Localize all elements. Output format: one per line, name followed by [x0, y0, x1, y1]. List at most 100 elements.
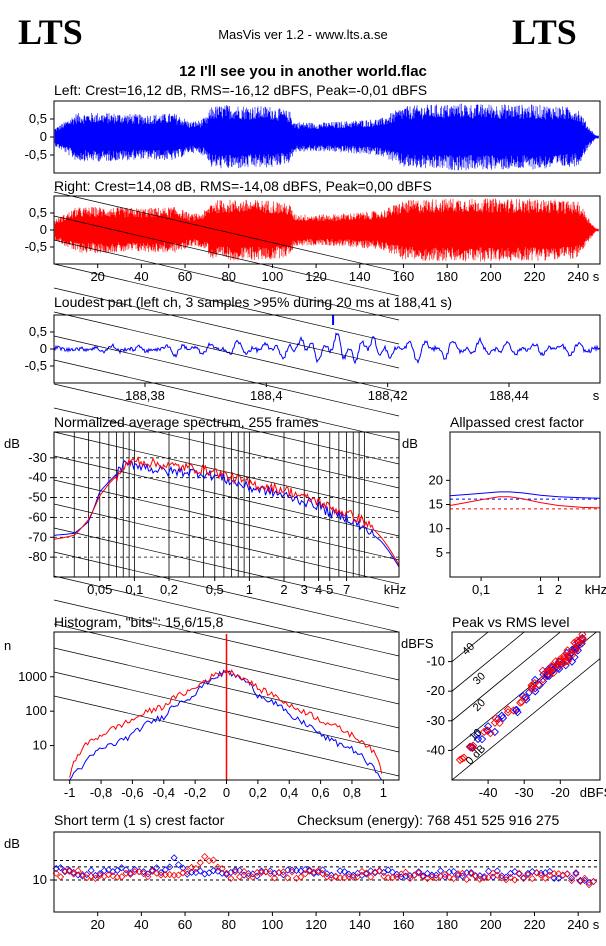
peak-rms-crest-label: 20 — [471, 697, 488, 714]
histogram-ytick-label: 10 — [33, 738, 47, 753]
short-crest-point-blue — [345, 870, 353, 878]
right-ytick-label: 0 — [40, 222, 47, 237]
right-xtick-label: 240 — [567, 269, 589, 284]
short-crest-point-blue — [96, 870, 104, 878]
peak-rms-point-red — [547, 661, 556, 671]
short-crest-point-red — [506, 873, 515, 882]
left-waveform — [54, 103, 599, 171]
spectrum-slope-line — [53, 359, 400, 441]
short-crest-xtick-label: 180 — [436, 917, 458, 932]
spectrum-xtick-label: 2 — [280, 582, 287, 597]
allpass-series-blue — [449, 491, 601, 499]
peak-rms-point-red — [538, 666, 547, 675]
short-crest-point-red — [266, 870, 274, 878]
peak-rms-xtick-label: -40 — [479, 785, 498, 800]
loudest-xtick-label: 188,42 — [368, 388, 408, 403]
allpass-series-red — [449, 496, 601, 509]
short-crest-xtick-label: 80 — [221, 917, 235, 932]
histogram-title: Histogram, "bits": 15,6/15,8 — [54, 614, 224, 630]
short-crest-point-red — [441, 870, 449, 878]
histogram-ytick-label: 100 — [25, 703, 47, 718]
short-crest-point-blue — [384, 866, 392, 874]
histogram-xtick-label: -0,8 — [90, 785, 112, 800]
peak-rms-title: Peak vs RMS level — [452, 614, 569, 630]
loudest-ytick-label: 0 — [40, 341, 47, 356]
right-title: Right: Crest=14,08 dB, RMS=-14,08 dBFS, … — [54, 178, 432, 194]
peak-rms-ylabel: dBFS — [401, 636, 434, 651]
spectrum-ytick-label: -80 — [28, 549, 47, 564]
short-crest-point-blue — [502, 873, 510, 881]
short-crest-point-blue — [148, 866, 156, 874]
short-crest-point-red — [209, 856, 217, 864]
peak-rms-point-red — [559, 653, 568, 663]
short-crest-point-blue — [266, 867, 274, 875]
version-label: MasVis ver 1.2 - www.lts.a.se — [218, 27, 388, 42]
peak-rms-point-red — [549, 668, 558, 677]
spectrum-slope-line — [53, 383, 400, 465]
right-xunit-label: s — [593, 269, 600, 284]
short-crest-point-red — [174, 871, 183, 879]
peak-rms-point-red — [567, 651, 577, 660]
allpass-ytick-label: 5 — [436, 545, 443, 560]
right-waveform — [54, 198, 599, 262]
short-crest-point-red — [297, 873, 305, 881]
short-crest-point-red — [314, 867, 322, 875]
short-crest-point-blue — [480, 873, 488, 881]
short-crest-point-blue — [305, 866, 314, 874]
spectrum-slope-line — [53, 503, 400, 585]
peak-rms-point-blue — [483, 722, 493, 731]
short-crest-xtick-label: 40 — [134, 917, 148, 932]
loudest-ytick-label: -0,5 — [25, 358, 47, 373]
spectrum-slope-line — [53, 575, 400, 657]
peak-rms-point-red — [560, 651, 569, 660]
short-crest-point-blue — [554, 874, 563, 882]
short-crest-xtick-label: 200 — [480, 917, 502, 932]
right-xtick-label: 200 — [480, 269, 502, 284]
right-ytick-label: -0,5 — [25, 239, 47, 254]
short-crest-point-red — [485, 873, 493, 881]
short-crest-point-red — [227, 874, 235, 882]
spectrum-frame — [53, 431, 400, 578]
histogram-xtick-label: 0 — [223, 785, 230, 800]
short-crest-point-red — [201, 853, 209, 861]
histogram-xtick-label: -0,6 — [121, 785, 143, 800]
peak-rms-point-blue — [530, 675, 540, 685]
short-crest-point-blue — [528, 867, 536, 876]
peak-rms-crest-line — [452, 632, 561, 722]
short-crest-point-red — [576, 877, 584, 886]
peak-rms-point-red — [543, 667, 552, 676]
peak-rms-point-red — [459, 753, 469, 762]
allpass-xunit-label: kHz — [585, 582, 606, 597]
short-crest-point-red — [118, 873, 126, 881]
short-crest-point-red — [471, 872, 480, 880]
allpass-ylabel: dB — [402, 436, 418, 451]
right-xtick-label: 100 — [262, 269, 284, 284]
short-crest-point-blue — [122, 866, 130, 874]
short-crest-point-red — [96, 871, 104, 880]
short-crest-point-red — [262, 868, 270, 876]
loudest-xunit-label: s — [593, 388, 600, 403]
peak-rms-point-red — [563, 646, 572, 655]
short-crest-xunit-label: s — [593, 917, 600, 932]
short-crest-point-red — [323, 873, 331, 881]
histogram-xtick-label: -1 — [64, 785, 76, 800]
short-crest-point-red — [362, 869, 370, 877]
histogram-ytick-label: 1000 — [18, 669, 47, 684]
short-crest-point-red — [139, 869, 148, 878]
short-crest-xtick-label: 100 — [262, 917, 284, 932]
short-crest-point-red — [126, 870, 135, 878]
short-crest-point-blue — [292, 866, 300, 875]
peak-rms-ytick-label: -40 — [426, 742, 445, 757]
peak-rms-point-blue — [490, 727, 499, 737]
peak-rms-point-red — [495, 718, 504, 728]
short-crest-point-red — [589, 878, 598, 886]
peak-rms-crest-label: 10 — [467, 726, 484, 743]
short-crest-point-blue — [572, 869, 580, 877]
short-crest-point-red — [196, 859, 204, 867]
short-crest-point-red — [301, 870, 309, 878]
short-crest-point-blue — [432, 871, 440, 879]
left-ytick-label: -0,5 — [25, 147, 47, 162]
spectrum-slope-line — [53, 479, 400, 561]
peak-rms-point-red — [564, 650, 574, 659]
short-crest-point-blue — [301, 865, 309, 874]
